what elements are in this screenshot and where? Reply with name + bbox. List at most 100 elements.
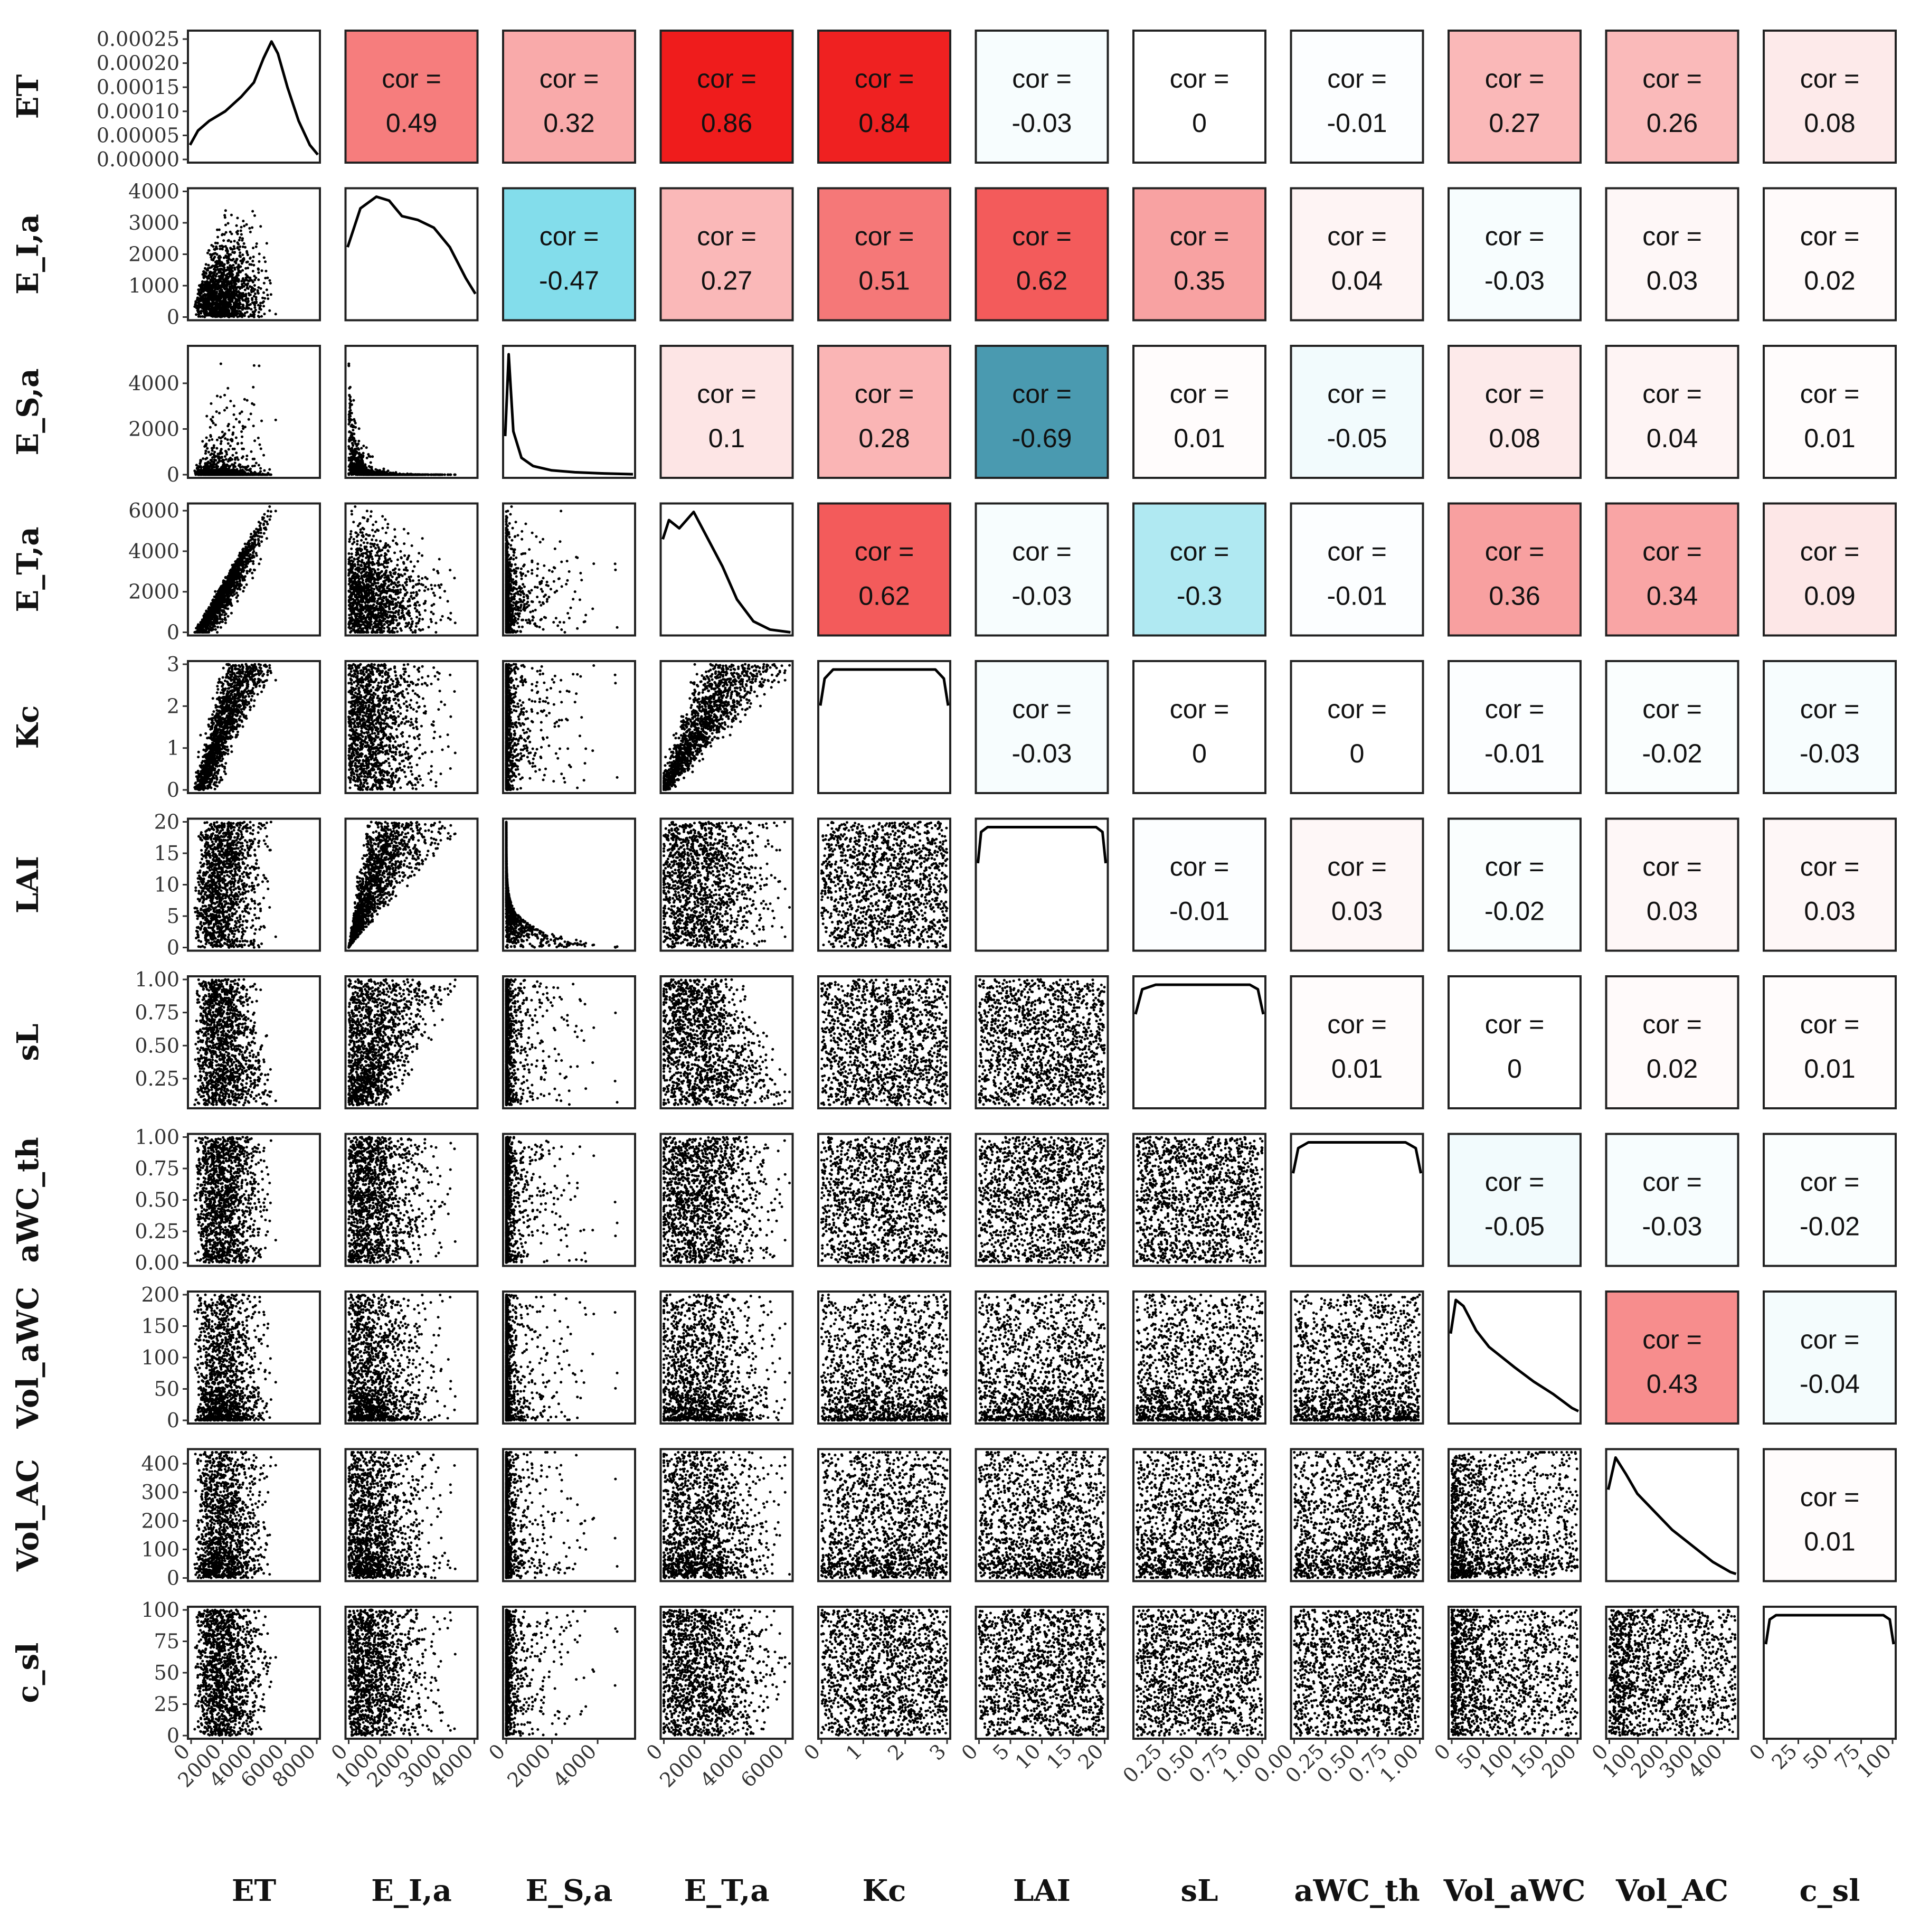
panel-frame xyxy=(187,1448,321,1582)
cor-value-label: -0.01 xyxy=(1169,897,1229,926)
panel-frame xyxy=(975,30,1109,164)
scatter-points xyxy=(820,978,949,1107)
cor-value-label: 0.01 xyxy=(1804,1527,1855,1557)
y-axis-vol-awc: 0 50 100 150 200 Vol_aWC xyxy=(11,1283,188,1432)
panel-kc-vs-c-sl: cor = -0.03 xyxy=(1763,660,1897,794)
cor-value-label: 0.36 xyxy=(1489,581,1540,611)
panel-frame xyxy=(1132,30,1266,164)
panel-frame xyxy=(344,660,479,794)
panel-vol-ac-vs-e-i-a xyxy=(344,1448,479,1582)
panel-vol-ac-vs-et xyxy=(187,1448,321,1582)
panel-frame xyxy=(1605,502,1739,637)
panel-e-t-a-vs-c-sl: cor = 0.09 xyxy=(1763,502,1897,637)
panel-frame xyxy=(502,1290,636,1425)
cor-value-label: 0.01 xyxy=(1174,423,1225,453)
panel-e-t-a-vs-vol-ac: cor = 0.34 xyxy=(1605,502,1739,637)
panel-awc-th-vs-lai xyxy=(975,1133,1109,1267)
panel-vol-ac-vs-vol-ac xyxy=(1605,1448,1739,1582)
cor-prefix-label: cor = xyxy=(1642,694,1702,724)
cor-value-label: 0.04 xyxy=(1647,423,1698,453)
scatter-points xyxy=(978,978,1106,1107)
panel-frame xyxy=(817,975,951,1109)
cor-tile xyxy=(1764,346,1896,478)
scatter-points xyxy=(978,1608,1106,1737)
cor-prefix-label: cor = xyxy=(1012,537,1072,567)
panel-frame xyxy=(1448,187,1582,322)
panel-kc-vs-kc xyxy=(817,660,951,794)
panel-frame xyxy=(1290,502,1424,637)
y-tick-label: 400 xyxy=(141,1452,179,1475)
column-label-e-t-a: E_T,a xyxy=(684,1873,770,1908)
cor-value-label: 0.84 xyxy=(858,108,910,138)
panel-frame xyxy=(975,1290,1109,1425)
panel-e-i-a-vs-e-t-a: cor = 0.27 xyxy=(659,187,794,322)
row-label-vol-ac: Vol_AC xyxy=(11,1459,45,1572)
panel-frame xyxy=(975,817,1109,952)
y-axis-e-t-a: 0 2000 4000 6000 E_T,a xyxy=(11,499,188,644)
scatter-points xyxy=(347,362,457,476)
cor-value-label: 0.02 xyxy=(1647,1054,1698,1083)
cor-tile xyxy=(1606,503,1738,636)
panel-frame xyxy=(1132,817,1266,952)
panel-e-i-a-vs-vol-ac: cor = 0.03 xyxy=(1605,187,1739,322)
panel-kc-vs-vol-ac: cor = -0.02 xyxy=(1605,660,1739,794)
x-tick-label: 50 xyxy=(1799,1739,1833,1774)
density-bg xyxy=(345,188,478,321)
y-tick-label: 0 xyxy=(167,936,179,959)
scatter-points xyxy=(505,978,619,1107)
panel-frame xyxy=(187,660,321,794)
cor-prefix-label: cor = xyxy=(1170,64,1229,93)
y-tick-label: 0 xyxy=(167,463,179,486)
panel-c-sl-vs-e-i-a xyxy=(344,1606,479,1740)
y-tick-label: 0.50 xyxy=(135,1034,179,1057)
cor-tile xyxy=(1606,188,1738,321)
density-curve-lai xyxy=(977,826,1107,864)
panel-e-t-a-vs-e-i-a xyxy=(344,502,479,637)
panel-frame xyxy=(817,1448,951,1582)
cor-value-label: 0 xyxy=(1192,739,1207,768)
cor-tile xyxy=(1449,661,1581,793)
cor-tile xyxy=(1449,503,1581,636)
panel-et-vs-e-i-a: cor = 0.49 xyxy=(344,30,479,164)
y-tick-label: 20 xyxy=(154,811,179,834)
scatter-points xyxy=(193,663,277,791)
cor-tile xyxy=(818,188,950,321)
cor-tile xyxy=(1291,818,1423,951)
cor-value-label: -0.03 xyxy=(1012,108,1072,138)
panel-frame xyxy=(1448,30,1582,164)
scatter-points xyxy=(820,1136,949,1264)
density-curve-vol-awc xyxy=(1449,1298,1579,1412)
scatter-points xyxy=(1293,1451,1421,1579)
cor-value-label: -0.03 xyxy=(1012,739,1072,768)
y-tick-label: 200 xyxy=(141,1283,179,1306)
panel-e-s-a-vs-e-i-a xyxy=(344,345,479,479)
y-tick-label: 1 xyxy=(167,737,179,760)
panel-frame xyxy=(1132,1290,1266,1425)
cor-value-label: 0 xyxy=(1507,1054,1522,1083)
panel-frame xyxy=(1290,660,1424,794)
scatter-points xyxy=(505,1293,619,1422)
panel-vol-ac-vs-sl xyxy=(1132,1448,1266,1582)
cor-tile xyxy=(1606,1134,1738,1266)
cor-tile xyxy=(1291,503,1423,636)
panel-e-s-a-vs-awc-th: cor = -0.05 xyxy=(1290,345,1424,479)
cor-prefix-label: cor = xyxy=(1800,852,1860,882)
panel-frame xyxy=(344,1290,479,1425)
panel-e-t-a-vs-lai: cor = -0.03 xyxy=(975,502,1109,637)
panel-kc-vs-e-t-a xyxy=(659,660,794,794)
scatter-bg xyxy=(503,976,635,1108)
scatter-bg xyxy=(503,1607,635,1739)
cor-tile xyxy=(818,31,950,163)
cor-prefix-label: cor = xyxy=(855,537,914,567)
panel-frame xyxy=(502,1606,636,1740)
cor-value-label: 0.62 xyxy=(858,581,910,611)
cor-tile xyxy=(976,661,1108,793)
scatter-points xyxy=(1135,1608,1264,1737)
scatter-points xyxy=(505,1136,619,1264)
panel-frame xyxy=(975,1133,1109,1267)
panel-vol-awc-vs-vol-awc xyxy=(1448,1290,1582,1425)
panel-sl-vs-e-i-a xyxy=(344,975,479,1109)
panel-frame xyxy=(1605,817,1739,952)
